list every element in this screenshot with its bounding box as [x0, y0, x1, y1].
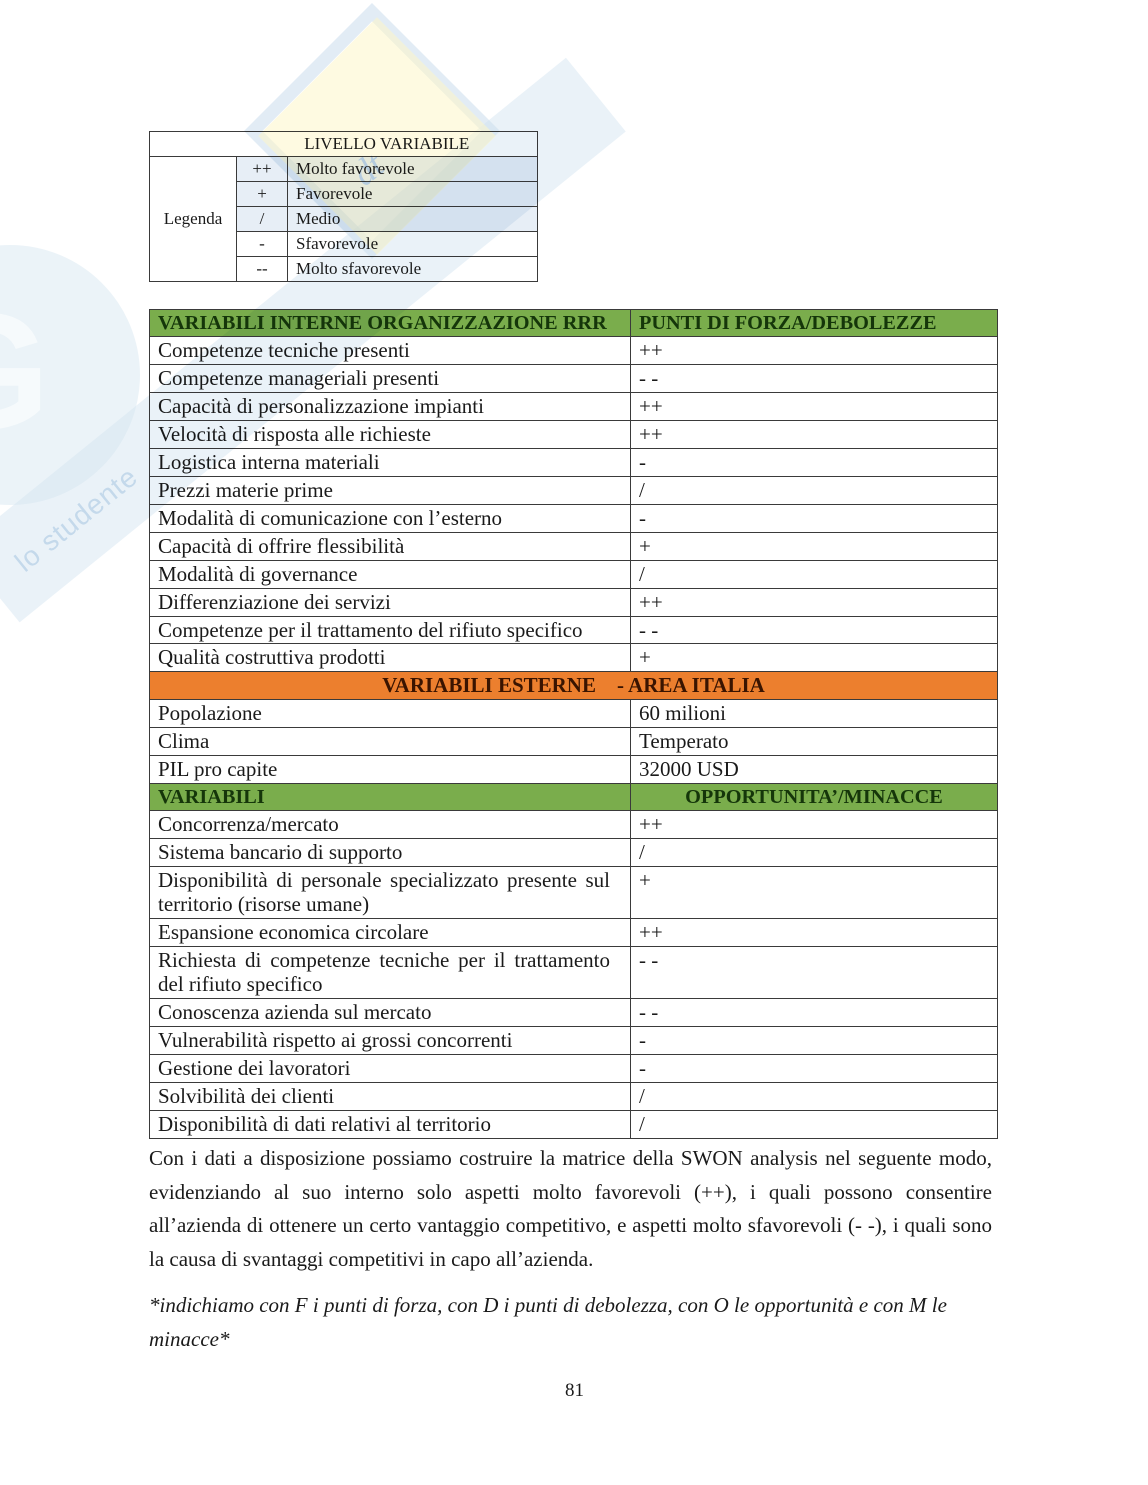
svg-text:lo studente: lo studente	[9, 461, 144, 578]
svg-text:G: G	[0, 279, 50, 463]
